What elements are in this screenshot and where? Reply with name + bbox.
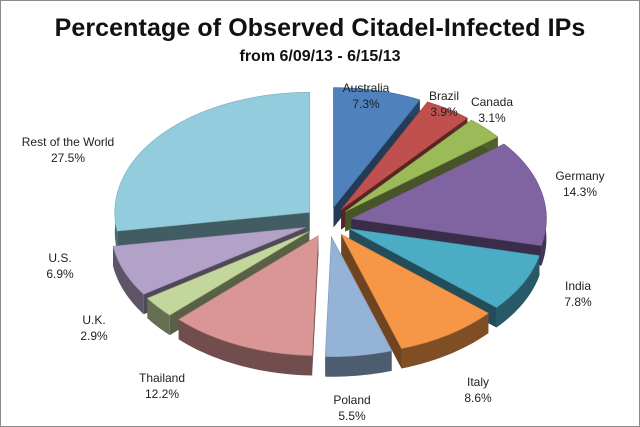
slice-value-label: 7.3% — [352, 97, 380, 111]
slice-label: India — [565, 279, 591, 293]
slice-value-label: 6.9% — [46, 267, 74, 281]
slice-label: Italy — [467, 375, 489, 389]
slice-label: Poland — [333, 393, 370, 407]
slice-value-label: 8.6% — [464, 391, 492, 405]
slice-rim-italy — [401, 313, 489, 369]
slice-value-label: 27.5% — [51, 151, 85, 165]
slice-rim-india — [496, 255, 540, 328]
slice-value-label: 5.5% — [338, 409, 366, 423]
slice-germany — [350, 143, 547, 246]
slice-italy — [340, 233, 489, 349]
slice-value-label: 14.3% — [563, 185, 597, 199]
slice-rim-poland — [325, 350, 392, 377]
slice-poland — [324, 235, 393, 357]
slice-rim-thailand — [178, 319, 313, 376]
slice-value-label: 3.9% — [430, 105, 458, 119]
slice-canada — [345, 119, 499, 212]
slice-label: Rest of the World — [22, 135, 114, 149]
slice-label: Thailand — [139, 371, 185, 385]
slice-india — [349, 228, 540, 308]
slice-label: Australia — [343, 81, 390, 95]
slice-rim-u-s- — [113, 246, 144, 315]
slice-u-s- — [112, 227, 306, 295]
slice-rest-of-the-world — [114, 92, 311, 232]
slice-label: U.S. — [48, 251, 71, 265]
slice-value-label: 3.1% — [478, 111, 506, 125]
slice-australia — [333, 87, 421, 209]
slice-u-k- — [146, 231, 310, 316]
slice-rim-u-k- — [147, 298, 170, 336]
slice-value-label: 12.2% — [145, 387, 179, 401]
slice-label: Canada — [471, 95, 513, 109]
slice-label: U.K. — [82, 313, 105, 327]
slice-brazil — [340, 101, 468, 210]
slice-thailand — [178, 235, 319, 356]
chart-subtitle: from 6/09/13 - 6/15/13 — [239, 48, 401, 65]
slice-value-label: 7.8% — [564, 295, 592, 309]
chart-title: Percentage of Observed Citadel-Infected … — [54, 14, 586, 42]
slice-wall-italy — [341, 234, 402, 369]
slice-label: Germany — [555, 169, 604, 183]
slice-value-label: 2.9% — [80, 329, 108, 343]
slice-label: Brazil — [429, 89, 459, 103]
